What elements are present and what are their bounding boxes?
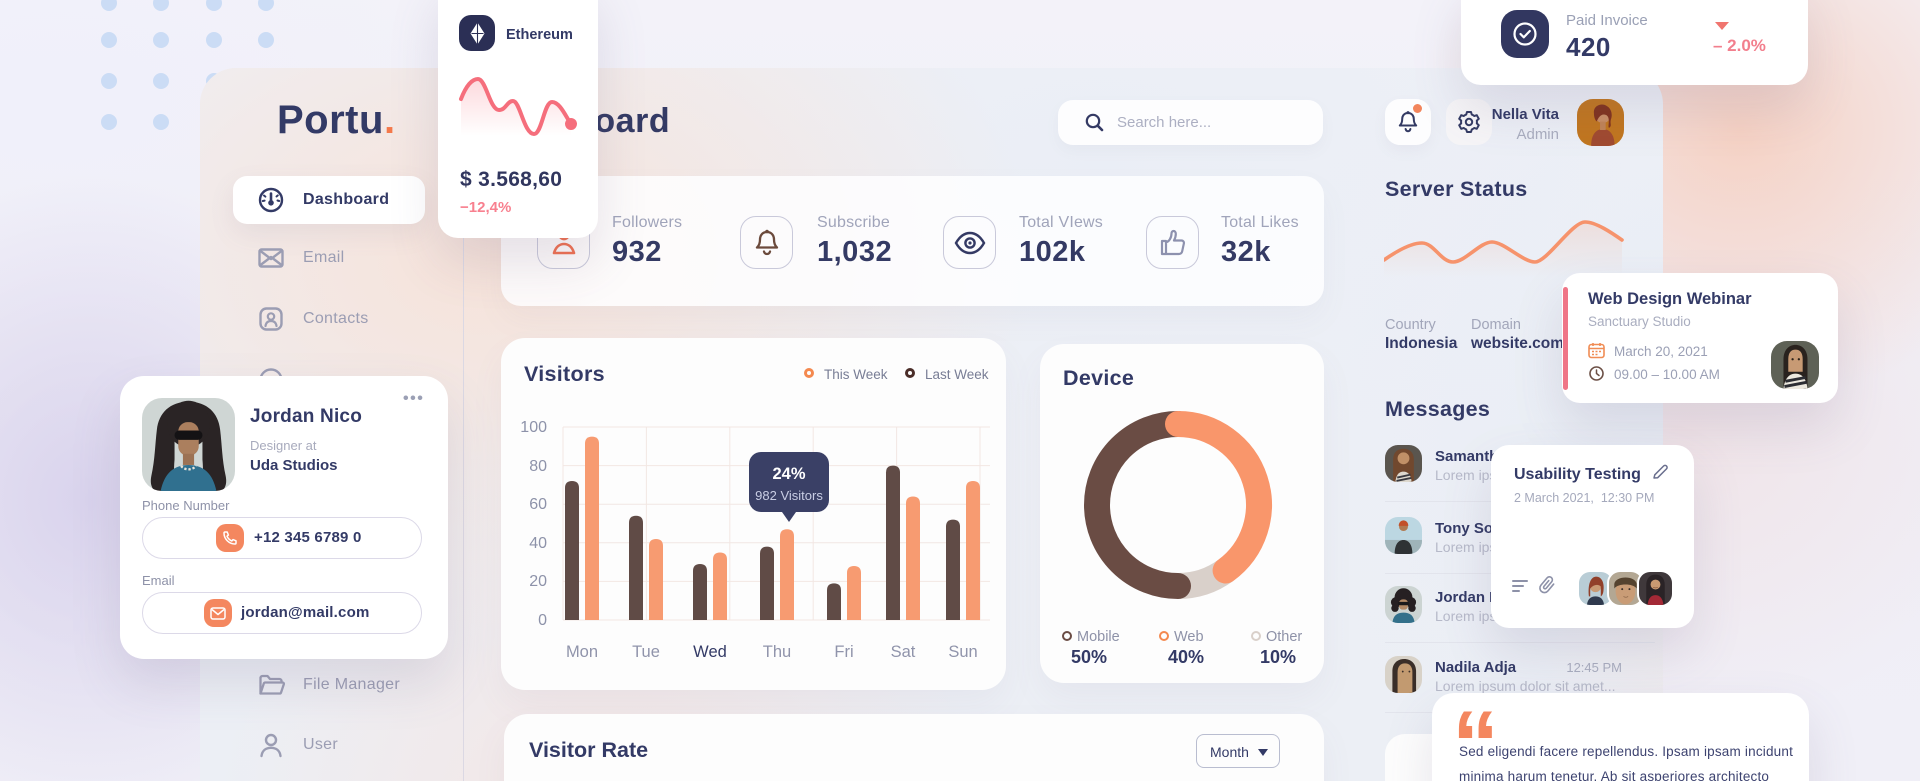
svg-text:982 Visitors: 982 Visitors: [755, 488, 823, 503]
svg-text:Mobile: Mobile: [1077, 629, 1120, 645]
svg-text:Wed: Wed: [693, 643, 727, 661]
svg-text:50%: 50%: [1071, 647, 1107, 667]
svg-text:Sat: Sat: [891, 643, 916, 661]
svg-text:Sun: Sun: [948, 643, 977, 661]
svg-text:24%: 24%: [772, 465, 805, 483]
svg-text:0: 0: [538, 612, 547, 629]
svg-text:20: 20: [529, 573, 547, 590]
svg-text:60: 60: [529, 496, 547, 513]
svg-text:100: 100: [520, 419, 547, 436]
svg-text:Web: Web: [1174, 629, 1204, 645]
svg-text:Thu: Thu: [763, 643, 791, 661]
svg-text:Mon: Mon: [566, 643, 598, 661]
svg-text:10%: 10%: [1260, 647, 1296, 667]
svg-text:Other: Other: [1266, 629, 1302, 645]
svg-text:Fri: Fri: [834, 643, 853, 661]
svg-text:Tue: Tue: [632, 643, 660, 661]
svg-text:80: 80: [529, 458, 547, 475]
svg-text:40: 40: [529, 535, 547, 552]
svg-text:40%: 40%: [1168, 647, 1204, 667]
